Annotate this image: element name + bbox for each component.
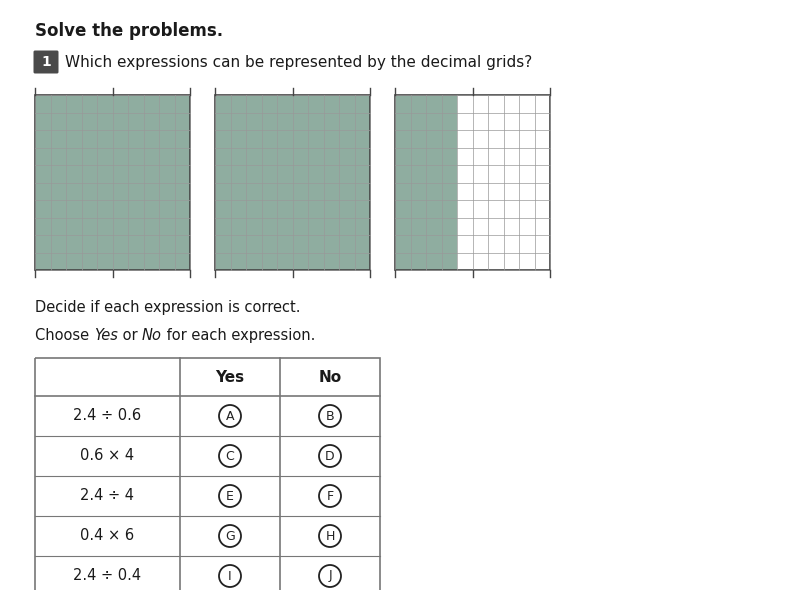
Text: B: B [326, 409, 334, 422]
Bar [82, 95, 97, 270]
Bar [457, 95, 473, 270]
Bar [519, 95, 534, 270]
Text: E: E [226, 490, 234, 503]
Text: or: or [118, 328, 142, 343]
Text: D: D [325, 450, 335, 463]
Bar [35, 95, 50, 270]
Text: 1: 1 [41, 55, 51, 69]
Bar [442, 95, 457, 270]
Text: 2.4 ÷ 4: 2.4 ÷ 4 [81, 489, 134, 503]
Bar [97, 95, 113, 270]
Text: I: I [228, 569, 232, 582]
Bar [50, 95, 66, 270]
Bar [308, 95, 323, 270]
Text: Solve the problems.: Solve the problems. [35, 22, 223, 40]
Text: Decide if each expression is correct.: Decide if each expression is correct. [35, 300, 301, 315]
Bar [174, 95, 190, 270]
Bar [277, 95, 293, 270]
Bar [323, 95, 339, 270]
Text: 2.4 ÷ 0.4: 2.4 ÷ 0.4 [74, 569, 142, 584]
Text: No: No [318, 369, 342, 385]
Bar [426, 95, 442, 270]
Bar [35, 95, 190, 270]
Text: Which expressions can be represented by the decimal grids?: Which expressions can be represented by … [65, 54, 532, 70]
Text: J: J [328, 569, 332, 582]
Bar [339, 95, 354, 270]
Text: No: No [142, 328, 162, 343]
Text: for each expression.: for each expression. [162, 328, 315, 343]
Text: Yes: Yes [215, 369, 245, 385]
Text: 0.6 × 4: 0.6 × 4 [81, 448, 134, 464]
Bar [503, 95, 519, 270]
Text: Choose: Choose [35, 328, 94, 343]
Bar [215, 95, 370, 270]
Text: G: G [225, 529, 235, 542]
Bar [534, 95, 550, 270]
Text: F: F [326, 490, 334, 503]
Bar [35, 358, 380, 590]
Text: Yes: Yes [94, 328, 118, 343]
Text: A: A [226, 409, 234, 422]
Bar [395, 95, 550, 270]
Bar [215, 95, 230, 270]
Bar [128, 95, 143, 270]
Bar [488, 95, 503, 270]
Bar [159, 95, 174, 270]
Bar [354, 95, 370, 270]
Text: C: C [226, 450, 234, 463]
Bar [113, 95, 128, 270]
Text: H: H [326, 529, 334, 542]
Bar [293, 95, 308, 270]
Text: 2.4 ÷ 0.6: 2.4 ÷ 0.6 [74, 408, 142, 424]
Bar [66, 95, 82, 270]
Bar [246, 95, 262, 270]
Text: 0.4 × 6: 0.4 × 6 [81, 529, 134, 543]
Bar [410, 95, 426, 270]
Bar [473, 95, 488, 270]
Bar [230, 95, 246, 270]
Bar [143, 95, 159, 270]
Bar [262, 95, 277, 270]
FancyBboxPatch shape [34, 51, 58, 74]
Bar [395, 95, 410, 270]
